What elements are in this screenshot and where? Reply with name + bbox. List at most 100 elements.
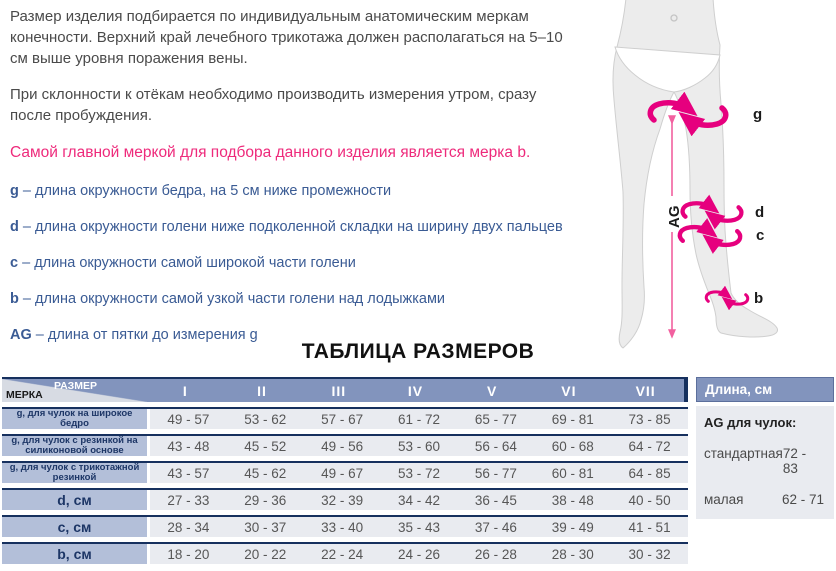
length-panel-rows: стандартная 72 - 83 малая 62 - 71 bbox=[704, 446, 824, 507]
length-panel-body: AG для чулок: стандартная 72 - 83 малая 62 … bbox=[696, 406, 834, 519]
intro-paragraph-1: Размер изделия подбирается по индивидуал… bbox=[10, 8, 563, 67]
size-value-cell: 43 - 48 bbox=[167, 438, 210, 454]
size-table-row: g, для чулок с трикотажной резинкой 43 - … bbox=[2, 461, 688, 483]
size-column-header: III bbox=[331, 382, 347, 399]
size-table-row: g, для чулок на широкое бедро 49 - 57 53 -… bbox=[2, 407, 688, 429]
ag-label: AG bbox=[666, 206, 683, 229]
size-value-cell: 43 - 57 bbox=[167, 465, 210, 481]
length-row: стандартная 72 - 83 bbox=[704, 446, 824, 476]
intro-paragraph-2: При склонности к отёкам необходимо произ… bbox=[10, 86, 537, 124]
measurement-definition-d: d – длина окружности голени ниже подколе… bbox=[10, 219, 563, 235]
size-value-cell: 61 - 72 bbox=[397, 411, 440, 427]
navel-icon bbox=[670, 14, 678, 22]
leg-measurement-diagram: AG g d c b bbox=[612, 0, 778, 349]
size-value-cell: 37 - 46 bbox=[474, 519, 517, 535]
length-panel-header: Длина, см bbox=[696, 377, 834, 402]
size-value-cell: 53 - 62 bbox=[244, 411, 287, 427]
length-row-value: 62 - 71 bbox=[781, 492, 824, 507]
size-value-cell: 32 - 39 bbox=[321, 492, 364, 508]
size-table-row: b, см 18 - 20 20 - 22 22 - 24 24 - 26 26 - 28… bbox=[2, 542, 688, 564]
corner-label-measure: МЕРКА bbox=[6, 389, 43, 401]
size-value-cell: 30 - 37 bbox=[244, 519, 287, 535]
size-value-cell: 64 - 85 bbox=[628, 465, 671, 481]
size-table-corner: РАЗМЕР МЕРКА bbox=[2, 379, 147, 402]
measurement-definition-c: c – длина окружности самой широкой части… bbox=[10, 255, 356, 271]
measurement-definition-ag: AG – длина от пятки до измерения g bbox=[10, 327, 258, 343]
size-value-cell: 18 - 20 bbox=[167, 546, 210, 562]
size-value-cell: 64 - 72 bbox=[628, 438, 671, 454]
size-column-header: VI bbox=[561, 382, 577, 399]
size-value-cell: 22 - 24 bbox=[321, 546, 364, 562]
length-row-label: малая bbox=[704, 492, 744, 507]
row-label: g, для чулок с резинкой на силиконовой о… bbox=[2, 436, 147, 456]
size-value-cell: 36 - 45 bbox=[474, 492, 517, 508]
length-row-label: стандартная bbox=[704, 446, 783, 461]
size-value-cell: 45 - 62 bbox=[244, 465, 287, 481]
size-value-cell: 29 - 36 bbox=[244, 492, 287, 508]
size-value-cell: 26 - 28 bbox=[474, 546, 517, 562]
size-value-cell: 34 - 42 bbox=[397, 492, 440, 508]
measurement-abbr: d bbox=[10, 219, 19, 235]
row-values: 43 - 48 45 - 52 49 - 56 53 - 60 56 - 64 60 - … bbox=[150, 436, 688, 456]
size-value-cell: 57 - 67 bbox=[321, 411, 364, 427]
size-value-cell: 73 - 85 bbox=[628, 411, 671, 427]
size-value-cell: 69 - 81 bbox=[551, 411, 594, 427]
row-label: g, для чулок на широкое бедро bbox=[2, 409, 147, 429]
row-values: 49 - 57 53 - 62 57 - 67 61 - 72 65 - 77 69 - … bbox=[150, 409, 688, 429]
size-table-columns: I II III IV V VI VII bbox=[147, 379, 684, 402]
size-value-cell: 33 - 40 bbox=[321, 519, 364, 535]
panty-shape bbox=[614, 46, 721, 93]
row-values: 18 - 20 20 - 22 22 - 24 24 - 26 26 - 28 28 - … bbox=[150, 544, 688, 564]
measurement-definition-b: b – длина окружности самой узкой части г… bbox=[10, 291, 446, 307]
measurement-abbr: b bbox=[10, 291, 19, 307]
size-column-header: V bbox=[487, 382, 498, 399]
key-measure-note: Самой главной меркой для подбора данного… bbox=[10, 144, 531, 161]
size-value-cell: 41 - 51 bbox=[628, 519, 671, 535]
row-values: 43 - 57 45 - 62 49 - 67 53 - 72 56 - 77 60 - … bbox=[150, 463, 688, 483]
measurement-abbr: c bbox=[10, 255, 19, 271]
size-value-cell: 56 - 64 bbox=[474, 438, 517, 454]
row-label: b, см bbox=[2, 544, 147, 564]
size-table-row: c, см 28 - 34 30 - 37 33 - 40 35 - 43 37 - 46… bbox=[2, 515, 688, 537]
size-column-header: VII bbox=[635, 382, 656, 399]
row-values: 28 - 34 30 - 37 33 - 40 35 - 43 37 - 46 39 - … bbox=[150, 517, 688, 537]
size-value-cell: 65 - 77 bbox=[474, 411, 517, 427]
size-value-cell: 39 - 49 bbox=[551, 519, 594, 535]
row-label: d, см bbox=[2, 490, 147, 510]
size-value-cell: 38 - 48 bbox=[551, 492, 594, 508]
size-value-cell: 30 - 32 bbox=[628, 546, 671, 562]
size-value-cell: 53 - 60 bbox=[397, 438, 440, 454]
length-row: малая 62 - 71 bbox=[704, 492, 824, 507]
size-value-cell: 56 - 77 bbox=[474, 465, 517, 481]
size-table-row: g, для чулок с резинкой на силиконовой о… bbox=[2, 434, 688, 456]
size-value-cell: 35 - 43 bbox=[397, 519, 440, 535]
size-table-body: g, для чулок на широкое бедро 49 - 57 53 -… bbox=[2, 407, 688, 564]
length-panel-subtitle: AG для чулок: bbox=[704, 415, 797, 430]
size-value-cell: 60 - 68 bbox=[551, 438, 594, 454]
intro-section: Размер изделия подбирается по индивидуал… bbox=[10, 6, 650, 361]
row-values: 27 - 33 29 - 36 32 - 39 34 - 42 36 - 45 38 - … bbox=[150, 490, 688, 510]
b-label: b bbox=[754, 290, 763, 307]
measurement-definitions: g – длина окружности бедра, на 5 см ниже… bbox=[10, 181, 650, 346]
size-table: РАЗМЕР МЕРКА I II III IV V VI VII g, для чулок… bbox=[2, 377, 688, 564]
measurement-abbr: g bbox=[10, 183, 19, 199]
size-value-cell: 27 - 33 bbox=[167, 492, 210, 508]
size-table-header: РАЗМЕР МЕРКА I II III IV V VI VII bbox=[2, 377, 688, 402]
size-value-cell: 28 - 30 bbox=[551, 546, 594, 562]
size-value-cell: 49 - 67 bbox=[321, 465, 364, 481]
d-label: d bbox=[755, 204, 764, 221]
size-table-title: ТАБЛИЦА РАЗМЕРОВ bbox=[301, 340, 535, 363]
size-value-cell: 45 - 52 bbox=[244, 438, 287, 454]
length-panel: Длина, см AG для чулок: стандартная 72 - … bbox=[696, 377, 834, 519]
ag-label-backdrop bbox=[661, 196, 681, 232]
size-value-cell: 40 - 50 bbox=[628, 492, 671, 508]
size-value-cell: 49 - 57 bbox=[167, 411, 210, 427]
row-label: c, см bbox=[2, 517, 147, 537]
length-row-value: 72 - 83 bbox=[782, 446, 807, 476]
measurement-abbr: AG bbox=[10, 327, 32, 343]
size-table-row: d, см 27 - 33 29 - 36 32 - 39 34 - 42 36 - 45… bbox=[2, 488, 688, 510]
size-value-cell: 53 - 72 bbox=[397, 465, 440, 481]
size-column-header: I bbox=[182, 382, 188, 399]
size-column-header: II bbox=[257, 382, 267, 399]
